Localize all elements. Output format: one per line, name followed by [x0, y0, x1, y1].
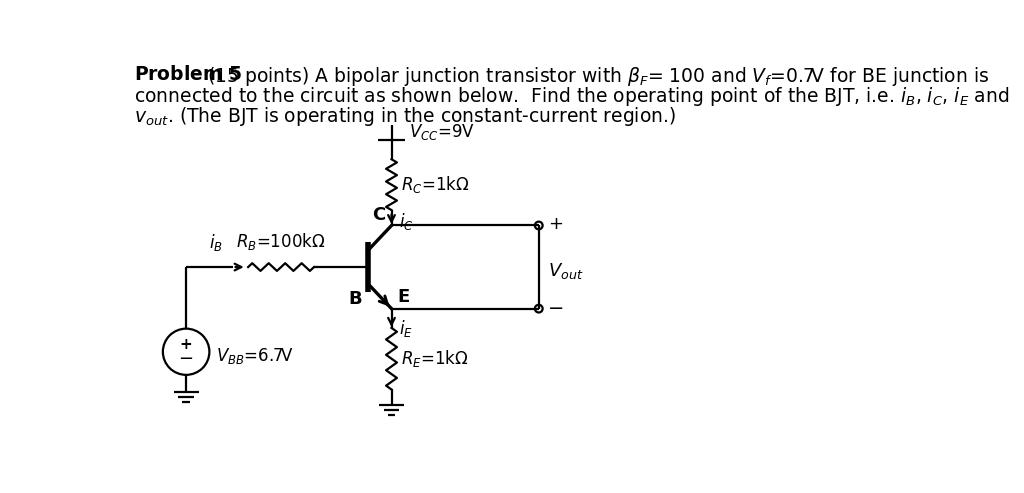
- Text: $\mathbf{Problem\ 5}$: $\mathbf{Problem\ 5}$: [134, 65, 242, 84]
- Text: +: +: [548, 215, 563, 233]
- Text: +: +: [180, 337, 193, 352]
- Text: −: −: [548, 299, 564, 318]
- Text: $V_{CC}$=9V: $V_{CC}$=9V: [409, 122, 474, 142]
- Text: $R_B$=100k$\Omega$: $R_B$=100k$\Omega$: [237, 231, 326, 251]
- Text: C: C: [372, 206, 385, 224]
- Text: E: E: [397, 287, 410, 306]
- Text: $R_C$=1k$\Omega$: $R_C$=1k$\Omega$: [400, 174, 469, 195]
- Text: −: −: [178, 351, 194, 368]
- Text: $i_C$: $i_C$: [399, 211, 414, 232]
- Text: $i_E$: $i_E$: [399, 318, 414, 339]
- Text: $V_{BB}$=6.7V: $V_{BB}$=6.7V: [216, 346, 293, 366]
- Text: connected to the circuit as shown below.  Find the operating point of the BJT, i: connected to the circuit as shown below.…: [134, 85, 1010, 108]
- Text: $v_{out}$. (The BJT is operating in the constant-current region.): $v_{out}$. (The BJT is operating in the …: [134, 106, 676, 128]
- Text: $R_E$=1k$\Omega$: $R_E$=1k$\Omega$: [400, 348, 468, 369]
- Text: B: B: [348, 290, 362, 308]
- Text: $V_{out}$: $V_{out}$: [548, 261, 584, 281]
- Text: (15 points) A bipolar junction transistor with $\beta_F$= 100 and $V_f$=0.7V for: (15 points) A bipolar junction transisto…: [207, 65, 989, 88]
- Text: $i_B$: $i_B$: [209, 232, 223, 253]
